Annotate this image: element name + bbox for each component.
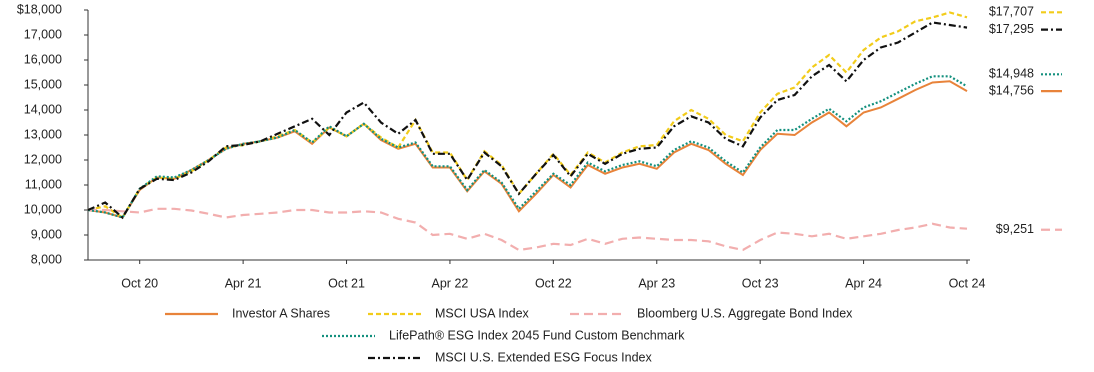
x-tick-label: Oct 23 bbox=[742, 276, 779, 290]
x-tick-label: Oct 24 bbox=[949, 276, 986, 290]
x-tick-label: Oct 21 bbox=[328, 276, 365, 290]
end-label: $17,707 bbox=[989, 5, 1034, 19]
y-tick-label: 10,000 bbox=[24, 202, 62, 216]
legend-label: Bloomberg U.S. Aggregate Bond Index bbox=[637, 306, 853, 320]
legend-label: MSCI USA Index bbox=[435, 306, 530, 320]
y-tick-label: 13,000 bbox=[24, 127, 62, 141]
end-label: $9,251 bbox=[996, 222, 1034, 236]
x-tick-label: Oct 20 bbox=[121, 276, 158, 290]
end-label: $14,948 bbox=[989, 67, 1034, 81]
series-line bbox=[87, 75, 968, 219]
y-tick-label: $18,000 bbox=[17, 2, 62, 16]
y-tick-label: 15,000 bbox=[24, 77, 62, 91]
x-tick-label: Apr 24 bbox=[845, 276, 882, 290]
x-tick-label: Apr 21 bbox=[225, 276, 262, 290]
y-tick-label: 11,000 bbox=[25, 177, 62, 191]
x-tick-label: Oct 22 bbox=[535, 276, 572, 290]
legend-label: Investor A Shares bbox=[232, 306, 330, 320]
y-tick-label: 14,000 bbox=[24, 102, 62, 116]
x-tick-label: Apr 23 bbox=[638, 276, 675, 290]
x-tick-label: Apr 22 bbox=[432, 276, 469, 290]
y-tick-label: 9,000 bbox=[31, 227, 62, 241]
y-tick-label: 17,000 bbox=[24, 27, 62, 41]
y-tick-label: 16,000 bbox=[24, 52, 62, 66]
y-tick-label: 8,000 bbox=[31, 252, 62, 266]
series-line bbox=[88, 207, 968, 252]
legend-label: LifePath® ESG Index 2045 Fund Custom Ben… bbox=[389, 328, 685, 342]
legend-label: MSCI U.S. Extended ESG Focus Index bbox=[435, 350, 653, 364]
end-label: $17,295 bbox=[989, 22, 1034, 36]
y-tick-label: 12,000 bbox=[24, 152, 62, 166]
end-label: $14,756 bbox=[989, 83, 1034, 97]
series-line bbox=[87, 11, 968, 220]
series-line bbox=[87, 80, 968, 219]
series-line bbox=[87, 21, 968, 220]
